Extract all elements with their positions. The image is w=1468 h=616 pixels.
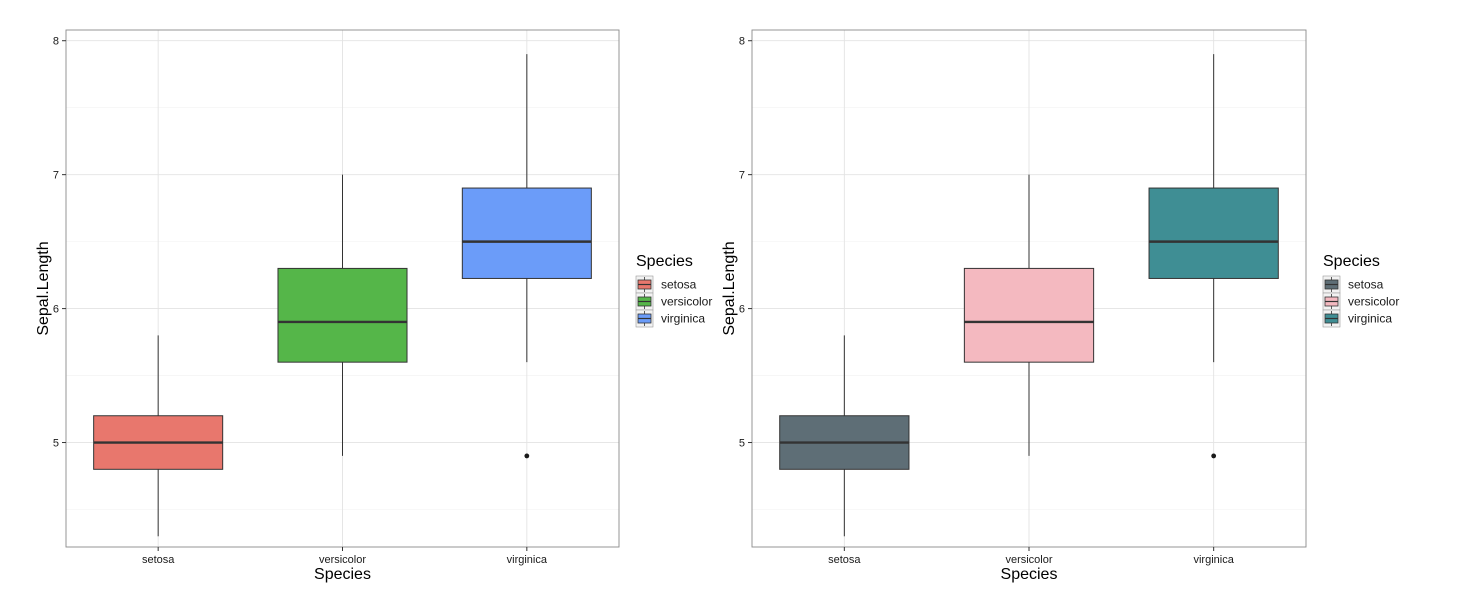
legend-label: setosa bbox=[1348, 278, 1384, 292]
box-setosa bbox=[779, 335, 910, 537]
box-setosa bbox=[93, 335, 224, 537]
y-tick-label: 8 bbox=[739, 36, 745, 48]
x-tick-label: versicolor bbox=[1005, 554, 1052, 566]
legend-key-setosa bbox=[635, 275, 654, 294]
outlier-point bbox=[1211, 453, 1217, 459]
legend-label: virginica bbox=[661, 312, 705, 326]
y-tick-label: 6 bbox=[53, 304, 59, 316]
x-tick-label: setosa bbox=[142, 554, 175, 566]
y-tick-label: 7 bbox=[739, 170, 745, 182]
legend-label: virginica bbox=[1348, 312, 1392, 326]
legend-key-virginica bbox=[1322, 309, 1341, 328]
box-versicolor bbox=[963, 174, 1095, 456]
outlier-point bbox=[524, 453, 530, 459]
y-tick-label: 5 bbox=[739, 438, 745, 450]
x-tick-label: virginica bbox=[507, 554, 548, 566]
box-versicolor bbox=[277, 174, 408, 456]
legend-key-setosa bbox=[1322, 275, 1341, 294]
y-tick-label: 7 bbox=[53, 170, 59, 182]
chart-panel-1: 5 6 7 8 setosa versicolor virginica Species Sepa… bbox=[35, 29, 712, 583]
legend: Species setosa versicolor virginica bbox=[1322, 253, 1399, 328]
legend: Species setosa versicolor virginica bbox=[635, 253, 712, 328]
y-axis-title: Sepal.Length bbox=[35, 241, 52, 335]
x-axis-title: Species bbox=[1001, 566, 1058, 583]
x-tick-label: virginica bbox=[1193, 554, 1234, 566]
x-axis-title: Species bbox=[314, 566, 371, 583]
box-body bbox=[277, 267, 408, 363]
legend-label: versicolor bbox=[661, 295, 712, 309]
legend-label: setosa bbox=[661, 278, 697, 292]
x-tick-label: versicolor bbox=[319, 554, 366, 566]
legend-key-versicolor bbox=[1322, 292, 1341, 311]
legend-key-versicolor bbox=[635, 292, 654, 311]
y-axis-title: Sepal.Length bbox=[721, 241, 738, 335]
box-virginica bbox=[461, 54, 592, 459]
legend-key-virginica bbox=[635, 309, 654, 328]
y-tick-label: 6 bbox=[739, 304, 745, 316]
box-virginica bbox=[1148, 54, 1279, 459]
y-tick-label: 8 bbox=[53, 36, 59, 48]
legend-title: Species bbox=[1323, 253, 1380, 270]
x-tick-label: setosa bbox=[828, 554, 861, 566]
box-body bbox=[461, 187, 592, 279]
chart-panel-2: 5 6 7 8 setosa versicolor virginica Species Sepa… bbox=[721, 29, 1399, 583]
y-tick-label: 5 bbox=[53, 438, 59, 450]
legend-label: versicolor bbox=[1348, 295, 1399, 309]
box-body bbox=[963, 267, 1095, 363]
legend-title: Species bbox=[636, 253, 693, 270]
box-body bbox=[1148, 187, 1279, 279]
